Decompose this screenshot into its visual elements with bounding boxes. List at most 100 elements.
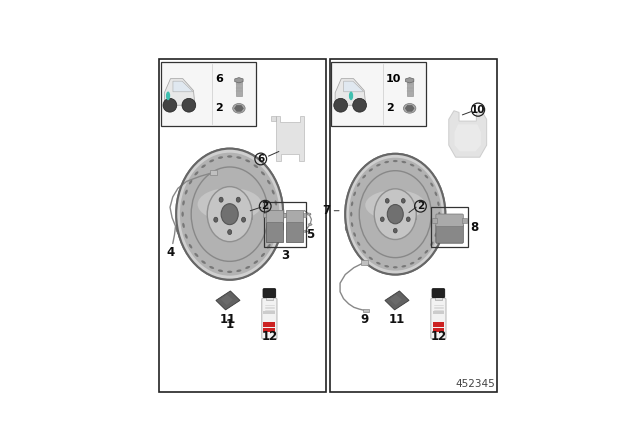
Ellipse shape	[182, 223, 185, 228]
Ellipse shape	[271, 234, 275, 239]
Ellipse shape	[357, 182, 360, 187]
Bar	[462, 218, 467, 223]
Circle shape	[163, 99, 177, 112]
Circle shape	[334, 99, 348, 112]
Ellipse shape	[221, 204, 238, 224]
Ellipse shape	[261, 253, 265, 257]
Bar	[266, 297, 273, 300]
Ellipse shape	[218, 156, 223, 159]
Ellipse shape	[209, 159, 214, 162]
Bar	[435, 297, 442, 300]
Ellipse shape	[410, 164, 414, 167]
Ellipse shape	[351, 222, 353, 227]
Text: 2: 2	[262, 201, 269, 211]
Ellipse shape	[374, 189, 416, 240]
Text: 8: 8	[470, 220, 478, 233]
Ellipse shape	[353, 232, 356, 237]
FancyBboxPatch shape	[263, 289, 276, 297]
Text: 4: 4	[167, 246, 175, 258]
Ellipse shape	[410, 262, 414, 265]
Polygon shape	[216, 291, 240, 310]
Ellipse shape	[376, 262, 381, 265]
Polygon shape	[276, 116, 304, 161]
Ellipse shape	[435, 192, 437, 196]
Text: 1: 1	[226, 318, 234, 331]
FancyBboxPatch shape	[436, 224, 463, 243]
Ellipse shape	[181, 211, 184, 217]
Text: 2: 2	[386, 103, 394, 112]
Bar	[285, 222, 303, 242]
Bar	[303, 213, 306, 217]
Ellipse shape	[345, 154, 445, 275]
FancyBboxPatch shape	[432, 289, 445, 297]
Ellipse shape	[176, 149, 283, 280]
Ellipse shape	[227, 271, 232, 273]
Ellipse shape	[376, 164, 381, 167]
Ellipse shape	[236, 197, 240, 202]
Bar	[159, 59, 326, 392]
Bar	[266, 210, 284, 222]
Ellipse shape	[227, 155, 232, 158]
Text: 9: 9	[360, 313, 369, 326]
Ellipse shape	[350, 212, 353, 216]
Ellipse shape	[236, 156, 241, 159]
Bar	[161, 62, 255, 126]
Ellipse shape	[384, 161, 389, 163]
Text: 6: 6	[257, 154, 264, 164]
Bar	[332, 62, 426, 126]
Ellipse shape	[253, 164, 258, 168]
Bar	[433, 322, 444, 327]
Text: 7: 7	[322, 204, 330, 217]
Ellipse shape	[406, 217, 410, 222]
Ellipse shape	[387, 205, 403, 224]
Text: 2: 2	[417, 201, 424, 211]
Text: 3: 3	[281, 249, 289, 262]
Ellipse shape	[437, 202, 440, 206]
Ellipse shape	[219, 197, 223, 202]
Ellipse shape	[189, 180, 193, 185]
Ellipse shape	[182, 200, 185, 206]
Ellipse shape	[253, 260, 258, 264]
Polygon shape	[449, 111, 486, 157]
Bar	[283, 213, 285, 217]
Polygon shape	[405, 105, 414, 111]
Ellipse shape	[369, 168, 373, 172]
Ellipse shape	[245, 159, 250, 162]
Polygon shape	[207, 214, 252, 219]
Ellipse shape	[189, 244, 193, 249]
Ellipse shape	[435, 232, 437, 237]
Bar	[263, 213, 266, 217]
Text: 452345: 452345	[456, 379, 495, 389]
FancyBboxPatch shape	[262, 298, 277, 339]
Bar	[433, 311, 444, 314]
Ellipse shape	[236, 269, 241, 272]
Bar	[266, 222, 284, 242]
Polygon shape	[390, 295, 402, 305]
Ellipse shape	[214, 217, 218, 222]
Ellipse shape	[351, 202, 353, 206]
Text: 10: 10	[386, 73, 401, 83]
Text: 11: 11	[389, 313, 405, 326]
Ellipse shape	[384, 265, 389, 267]
Ellipse shape	[393, 160, 397, 162]
Ellipse shape	[362, 250, 366, 254]
Ellipse shape	[166, 91, 170, 100]
Ellipse shape	[401, 161, 406, 163]
Ellipse shape	[437, 222, 440, 227]
Ellipse shape	[424, 250, 428, 254]
Ellipse shape	[185, 234, 188, 239]
Ellipse shape	[228, 229, 232, 235]
Polygon shape	[164, 79, 195, 105]
Ellipse shape	[369, 257, 373, 260]
Ellipse shape	[362, 175, 366, 178]
Ellipse shape	[393, 266, 397, 268]
Circle shape	[182, 99, 196, 112]
Ellipse shape	[241, 217, 246, 222]
Ellipse shape	[401, 265, 406, 267]
Ellipse shape	[245, 266, 250, 269]
Text: 5: 5	[305, 228, 314, 241]
Polygon shape	[385, 291, 409, 310]
Ellipse shape	[185, 190, 188, 194]
FancyBboxPatch shape	[436, 214, 463, 227]
Bar	[284, 213, 286, 217]
